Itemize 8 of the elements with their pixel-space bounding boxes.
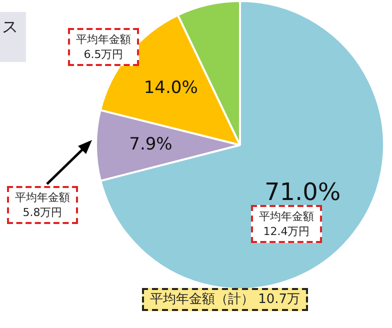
data-label: 7.9% [129,134,172,155]
text: ス [0,12,26,62]
data-label: 14.0% [144,78,198,98]
text: 平均年金額 5.8万円 [7,186,78,224]
text: 平均年金額（計） 10.7万 [142,288,308,311]
text: 平均年金額 12.4万円 [251,205,322,243]
data-label: 71.0% [264,178,341,206]
text: 平均年金額 6.5万円 [68,28,139,66]
